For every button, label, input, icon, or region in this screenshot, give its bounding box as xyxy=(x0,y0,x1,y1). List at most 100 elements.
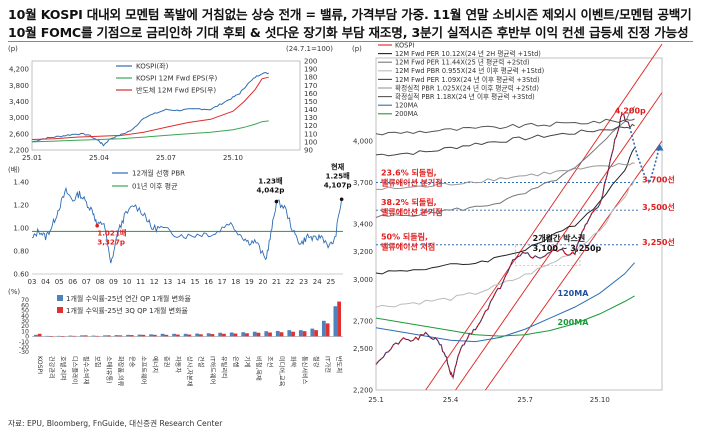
chart3-bar xyxy=(222,333,226,337)
chart2-annotation-label: 1.25배 xyxy=(325,171,350,180)
header-rule xyxy=(8,41,693,42)
chart3-bar xyxy=(172,333,176,337)
chart3-y-tick: 30 xyxy=(21,318,29,325)
chart3-category-label: 소매(유통) xyxy=(105,356,113,384)
chart3-bar xyxy=(118,335,123,337)
chart1-legend-label: KOSPI 12M Fwd EPS(우) xyxy=(136,75,218,83)
chart3-bar xyxy=(149,334,153,337)
chart4-legend-label: KOSPI xyxy=(395,41,414,49)
chart1-x-tick: 25.10 xyxy=(223,154,243,162)
chart3-y-tick: 10 xyxy=(21,328,29,335)
chart2-x-tick: 22 xyxy=(286,278,295,286)
chart1-right-tick: 120 xyxy=(304,122,317,130)
chart3-category-label: 디스플레이 xyxy=(70,356,78,384)
chart2-annotation-dot xyxy=(274,199,279,204)
chart3-bar xyxy=(106,335,111,337)
chart1-x-tick: 25.07 xyxy=(156,154,176,162)
chart4-y-tick: 3,400 xyxy=(353,221,373,229)
chart3-category-label: 상사,자본재 xyxy=(186,356,194,387)
chart2-x-tick: 04 xyxy=(41,278,50,286)
chart1-series-line xyxy=(31,72,269,147)
chart1-right-tick: 130 xyxy=(304,114,317,122)
chart1-x-tick: 25.01 xyxy=(22,154,42,162)
chart1-right-tick: 150 xyxy=(304,98,317,106)
chart2-x-tick: 06 xyxy=(68,278,77,286)
chart3-bar xyxy=(57,335,61,337)
chart2-x-tick: 17 xyxy=(218,278,227,286)
chart4-band-line xyxy=(375,179,636,308)
chart3-category-label: 보험 xyxy=(93,356,101,367)
chart2-annotation-label: 1.23배 xyxy=(258,177,283,186)
chart2-annotation-label: 현재 xyxy=(331,162,345,171)
chart2-x-tick: 07 xyxy=(82,278,91,286)
chart3-category-label: 운송 xyxy=(128,356,136,368)
chart3-unit: (%) xyxy=(8,288,20,296)
chart3-bar xyxy=(164,334,169,337)
chart4-annotation-label: 38.2% 되돌림, xyxy=(381,197,437,207)
chart2-annotation-dot xyxy=(339,197,344,202)
chart2-x-tick: 23 xyxy=(299,278,308,286)
chart4-unit: (p) xyxy=(352,45,362,53)
chart3-bar xyxy=(298,330,303,337)
chart4-band-line xyxy=(375,295,635,337)
chart3-y-tick: 50 xyxy=(21,308,29,315)
chart2-x-tick: 14 xyxy=(177,278,186,286)
chart4-trend-channel xyxy=(425,43,663,391)
chart2-annotation-label: 4,107p xyxy=(324,180,352,189)
chart2-annotation-dot xyxy=(95,223,99,228)
chart3-category-label: 비철,목재 xyxy=(255,356,263,381)
chart3-bar xyxy=(126,334,130,337)
chart3-category-label: 화장품,의류 xyxy=(116,356,124,387)
chart3-bar xyxy=(68,335,73,337)
chart1-left-unit: (p) xyxy=(8,45,18,53)
chart4-y-tick: 2,700 xyxy=(353,317,373,325)
chart3-category-label: 건설 xyxy=(197,356,205,368)
chart4-x-tick: 25.1 xyxy=(368,396,384,404)
chart1-right-tick: 170 xyxy=(304,82,317,90)
chart4-annotation-label: 2개월간 박스권 xyxy=(533,233,586,243)
chart1-right-tick: 200 xyxy=(304,58,317,66)
chart4-y-tick: 2,200 xyxy=(353,387,373,395)
chart1-group: (p) (24.7.1=100) 2,200 2,600 3,000 3,400 3,800… xyxy=(8,45,333,162)
chart3-category-label: 건강관리 xyxy=(47,356,55,379)
chart3-category-label: 에너지 xyxy=(151,356,159,373)
chart1-left-tick: 4,200 xyxy=(9,66,29,74)
chart1-x-tick: 25.04 xyxy=(89,154,110,162)
chart4-annotation-label: 3,500선 xyxy=(642,202,675,212)
chart4-trend-channel xyxy=(455,92,663,391)
chart2-x-tick: 21 xyxy=(272,278,281,286)
chart4-legend-label: 확정실적 PBR 1.025X(24 년 이후 평균력 +2Std) xyxy=(395,83,539,92)
chart3-category-label: 조선 xyxy=(266,356,274,368)
chart3-bar xyxy=(321,320,326,337)
chart3-bar xyxy=(241,332,246,337)
chart4-annotation-label: 3,250선 xyxy=(642,237,675,247)
title-line-1: 10월 KOSPI 대내외 모멘텀 폭발에 거침없는 상승 전개 = 밸류, 가… xyxy=(8,7,692,22)
chart3-category-label: 필수소비재 xyxy=(82,356,90,385)
chart4-annotation-label: 3,100 ~ 3,250p xyxy=(533,244,602,253)
chart4-box-range xyxy=(514,244,581,266)
chart4-band-line xyxy=(375,162,635,191)
chart3-bar xyxy=(337,301,341,337)
chart4-forecast-arrowhead xyxy=(655,143,664,151)
chart1-right-tick: 110 xyxy=(304,130,317,138)
chart3-bar xyxy=(45,335,50,337)
chart3-bar xyxy=(256,332,261,337)
chart1-right-unit: (24.7.1=100) xyxy=(286,45,333,53)
chart3-bar xyxy=(95,335,100,337)
chart4-annotation-label: 50% 되돌림, xyxy=(381,231,428,241)
chart3-category-label: 자동차 xyxy=(174,356,182,373)
chart3-bar xyxy=(195,333,200,337)
source-note: 자료: EPU, Bloomberg, FnGuide, 대신증권 Resear… xyxy=(8,419,223,428)
chart2-legend-label: 01년 이후 평균 xyxy=(132,182,178,191)
chart3-category-label: 은행 xyxy=(232,356,240,368)
chart4-y-tick: 3,000 xyxy=(353,276,373,284)
chart2-x-tick: 19 xyxy=(245,278,254,286)
chart3-category-label: 미디어,교육 xyxy=(278,356,286,387)
chart2-x-tick: 25 xyxy=(326,278,335,286)
chart2-x-tick: 20 xyxy=(258,278,267,286)
chart3-y-tick: 40 xyxy=(21,313,29,320)
chart3-category-label: 통신서비스 xyxy=(301,356,309,385)
chart3-bar xyxy=(183,333,188,337)
chart3-bar xyxy=(333,306,338,337)
chart3-category-label: 화학 xyxy=(289,356,297,368)
